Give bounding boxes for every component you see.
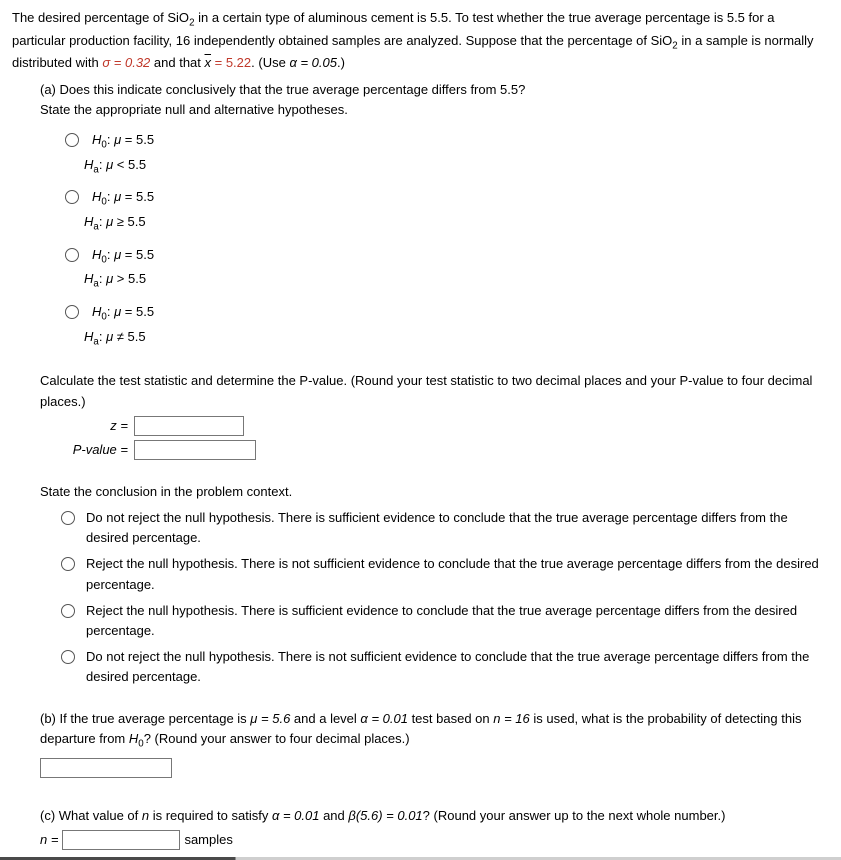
intro-text: The desired percentage of SiO: [12, 10, 189, 25]
hyp-h0: H0: μ = 5.5: [92, 130, 154, 153]
pb-h0: H: [129, 731, 138, 746]
pc-t: and: [319, 808, 348, 823]
hyp-ha: Ha: μ > 5.5: [84, 269, 829, 292]
xbar-value: = 5.22: [211, 55, 251, 70]
eq-val: = 5.5: [121, 132, 154, 147]
hyp-radio-4[interactable]: [65, 305, 79, 319]
sigma-value: σ = 0.32: [102, 55, 150, 70]
pb-alpha: α = 0.01: [360, 711, 408, 726]
intro-text: and that: [150, 55, 204, 70]
problem-intro: The desired percentage of SiO2 in a cert…: [12, 8, 829, 74]
n-equals-label: n =: [40, 830, 58, 850]
colon: :: [107, 132, 114, 147]
ha-sym: H: [84, 214, 93, 229]
pc-beta: β(5.6) = 0.01: [348, 808, 422, 823]
ha-sym: H: [84, 329, 93, 344]
pb-t: and a level: [290, 711, 360, 726]
hyp-h0: H0: μ = 5.5: [92, 245, 154, 268]
pvalue-input[interactable]: [134, 440, 256, 460]
rel-val: < 5.5: [113, 157, 146, 172]
hyp-ha: Ha: μ < 5.5: [84, 155, 829, 178]
hyp-radio-1[interactable]: [65, 133, 79, 147]
conclusion-radio-1[interactable]: [61, 511, 75, 525]
hypothesis-option-1: H0: μ = 5.5 Ha: μ < 5.5: [60, 130, 829, 177]
pb-t: ? (Round your answer to four decimal pla…: [144, 731, 410, 746]
alpha-value: α = 0.05: [289, 55, 337, 70]
eq-val: = 5.5: [121, 247, 154, 262]
pb-t: (b) If the true average percentage is: [40, 711, 250, 726]
part-a-question: (a) Does this indicate conclusively that…: [40, 80, 829, 100]
hypothesis-option-2: H0: μ = 5.5 Ha: μ ≥ 5.5: [60, 187, 829, 234]
conclusion-radio-3[interactable]: [61, 604, 75, 618]
samples-label: samples: [184, 830, 232, 850]
rel-val: ≥ 5.5: [113, 214, 145, 229]
hyp-h0: H0: μ = 5.5: [92, 302, 154, 325]
part-c-input[interactable]: [62, 830, 180, 850]
conclusion-radio-4[interactable]: [61, 650, 75, 664]
part-b-text: (b) If the true average percentage is μ …: [40, 709, 829, 752]
conclusion-opt-3: Reject the null hypothesis. There is suf…: [86, 601, 829, 641]
hyp-h0: H0: μ = 5.5: [92, 187, 154, 210]
ha-sym: H: [84, 271, 93, 286]
hyp-radio-3[interactable]: [65, 248, 79, 262]
part-b-input[interactable]: [40, 758, 172, 778]
h0-sym: H: [92, 189, 101, 204]
pvalue-label: P-value =: [52, 440, 128, 460]
hypothesis-option-3: H0: μ = 5.5 Ha: μ > 5.5: [60, 245, 829, 292]
conclusion-prompt: State the conclusion in the problem cont…: [40, 482, 829, 502]
conclusion-radio-2[interactable]: [61, 557, 75, 571]
pb-n: n = 16: [493, 711, 530, 726]
rel-val: ≠ 5.5: [113, 329, 145, 344]
conclusion-opt-1: Do not reject the null hypothesis. There…: [86, 508, 829, 548]
hyp-ha: Ha: μ ≥ 5.5: [84, 212, 829, 235]
hyp-ha: Ha: μ ≠ 5.5: [84, 327, 829, 350]
colon: :: [99, 157, 106, 172]
intro-text: .): [337, 55, 345, 70]
colon: :: [99, 329, 106, 344]
pb-mu: μ = 5.6: [250, 711, 290, 726]
eq-val: = 5.5: [121, 304, 154, 319]
z-input[interactable]: [134, 416, 244, 436]
pc-alpha: α = 0.01: [272, 808, 320, 823]
conclusion-opt-4: Do not reject the null hypothesis. There…: [86, 647, 829, 687]
part-a-state: State the appropriate null and alternati…: [40, 100, 829, 120]
calc-prompt: Calculate the test statistic and determi…: [40, 371, 829, 411]
pc-t: is required to satisfy: [149, 808, 272, 823]
h0-sym: H: [92, 132, 101, 147]
hypothesis-option-4: H0: μ = 5.5 Ha: μ ≠ 5.5: [60, 302, 829, 349]
eq-val: = 5.5: [121, 189, 154, 204]
h0-sym: H: [92, 247, 101, 262]
colon: :: [107, 304, 114, 319]
h0-sym: H: [92, 304, 101, 319]
rel-val: > 5.5: [113, 271, 146, 286]
intro-text: . (Use: [251, 55, 289, 70]
pc-t: (c) What value of: [40, 808, 142, 823]
ha-sym: H: [84, 157, 93, 172]
colon: :: [107, 189, 114, 204]
colon: :: [107, 247, 114, 262]
pb-t: test based on: [408, 711, 493, 726]
part-c-text: (c) What value of n is required to satis…: [40, 806, 829, 826]
conclusion-opt-2: Reject the null hypothesis. There is not…: [86, 554, 829, 594]
colon: :: [99, 214, 106, 229]
z-label: z =: [52, 416, 128, 436]
pc-t: ? (Round your answer up to the next whol…: [423, 808, 726, 823]
colon: :: [99, 271, 106, 286]
hyp-radio-2[interactable]: [65, 190, 79, 204]
